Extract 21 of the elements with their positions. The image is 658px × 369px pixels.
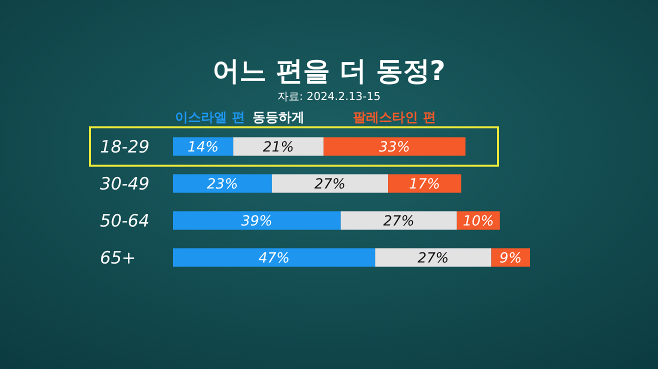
data-label: 14% xyxy=(188,140,219,156)
data-label: 17% xyxy=(409,176,440,192)
data-label: 27% xyxy=(383,214,414,230)
data-label: 9% xyxy=(500,250,522,266)
y-tick-label: 18-29 xyxy=(100,138,150,158)
y-tick-label: 65+ xyxy=(100,248,136,268)
y-tick-label: 50-64 xyxy=(100,212,150,232)
series-label: 이스라엘 편 xyxy=(175,110,245,126)
chart-subtitle: 자료: 2024.2.13-15 xyxy=(277,90,381,103)
series-label: 동등하게 xyxy=(252,110,304,126)
data-label: 27% xyxy=(314,176,346,192)
data-label: 21% xyxy=(262,140,294,156)
data-label: 10% xyxy=(462,214,494,230)
data-label: 47% xyxy=(258,250,290,266)
series-label: 팔레스타인 편 xyxy=(353,110,436,126)
data-label: 33% xyxy=(378,140,410,156)
data-label: 23% xyxy=(206,176,238,192)
data-label: 39% xyxy=(241,214,272,230)
data-label: 27% xyxy=(418,250,449,266)
y-tick-label: 30-49 xyxy=(100,174,150,194)
chart-title: 어느 편을 더 동정? xyxy=(212,56,446,87)
